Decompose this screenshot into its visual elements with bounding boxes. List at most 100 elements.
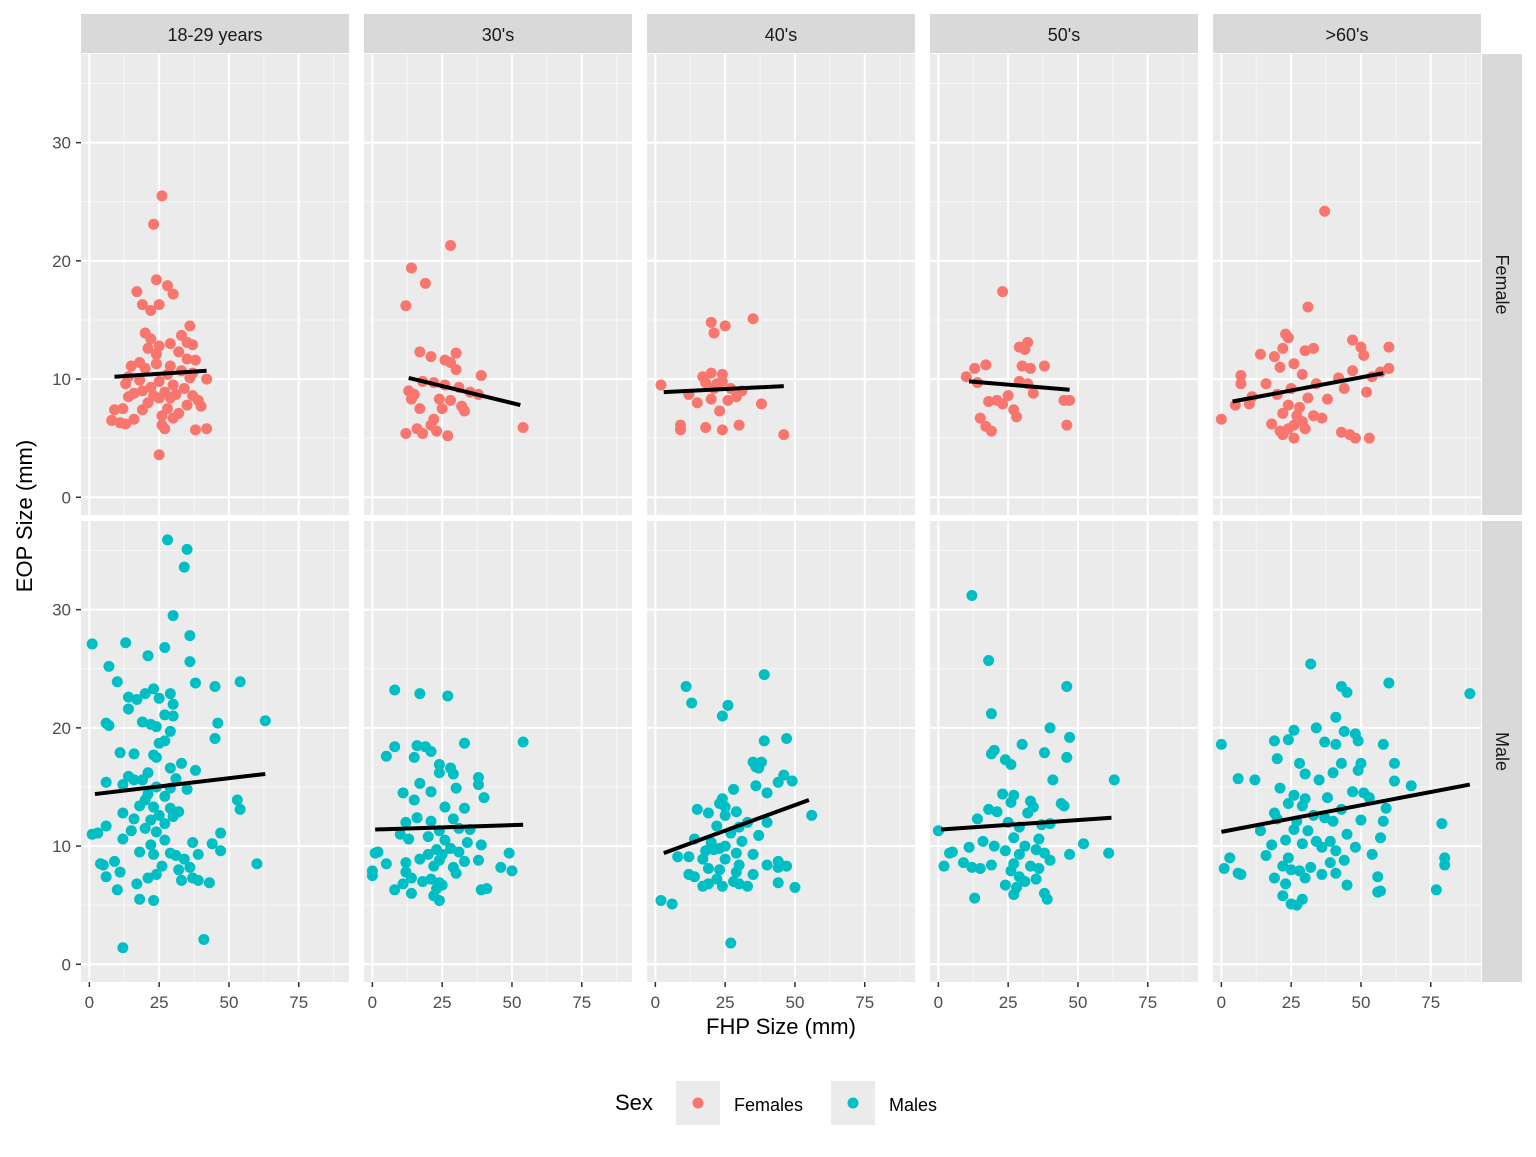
data-point (198, 933, 210, 945)
data-point (495, 861, 507, 873)
data-point (209, 680, 221, 692)
data-point (156, 860, 168, 872)
data-point (234, 676, 246, 688)
data-point (1349, 841, 1361, 853)
data-point (189, 424, 201, 436)
data-point (159, 790, 171, 802)
panel-background (1213, 54, 1481, 515)
data-point (691, 397, 703, 409)
data-point (1288, 789, 1300, 801)
data-point (714, 864, 726, 876)
data-point (1254, 825, 1266, 837)
panel-0-4 (1213, 54, 1481, 515)
data-point (666, 898, 678, 910)
data-point (139, 688, 151, 700)
data-point (806, 809, 818, 821)
strip-background (81, 14, 349, 53)
data-point (167, 811, 179, 823)
data-point (1363, 792, 1375, 804)
data-point (1268, 872, 1280, 884)
data-point (1302, 392, 1314, 404)
strip-background (1482, 54, 1522, 515)
data-point (1321, 393, 1333, 405)
panel-0-2 (647, 54, 915, 515)
data-point (408, 794, 420, 806)
trend-line (114, 368, 207, 379)
panel-background (647, 54, 915, 515)
data-point (1108, 774, 1120, 786)
data-point (1061, 680, 1073, 692)
data-point (730, 866, 742, 878)
data-point (985, 859, 997, 871)
data-point (700, 377, 712, 389)
data-point (983, 396, 995, 408)
panel-1-4 (1213, 521, 1481, 982)
data-point (414, 853, 426, 865)
data-point (730, 391, 742, 403)
y-tick-label: 20 (52, 719, 71, 738)
data-point (714, 405, 726, 417)
data-point (397, 787, 409, 799)
data-point (117, 779, 129, 791)
data-point (159, 709, 171, 721)
data-point (145, 333, 157, 345)
data-point (686, 697, 698, 709)
data-point (259, 715, 271, 727)
data-point (1224, 852, 1236, 864)
data-point (167, 379, 179, 391)
panel-1-3 (930, 521, 1198, 982)
data-point (1305, 861, 1317, 873)
data-point (156, 410, 168, 422)
data-point (447, 768, 459, 780)
data-point (1305, 658, 1317, 670)
column-strip-label: 50's (1048, 25, 1080, 45)
data-point (966, 589, 978, 601)
data-point (1002, 390, 1014, 402)
data-point (1310, 722, 1322, 734)
data-point (772, 776, 784, 788)
data-point (153, 737, 165, 749)
data-point (719, 320, 731, 332)
data-point (700, 422, 712, 434)
y-tick-label: 10 (52, 370, 71, 389)
data-point (109, 404, 120, 416)
data-point (439, 834, 451, 846)
panel-data-0-0 (106, 190, 213, 461)
data-point (148, 801, 160, 813)
data-point (92, 827, 104, 839)
data-point (201, 423, 213, 435)
data-point (691, 803, 703, 815)
data-point (1316, 841, 1328, 853)
data-point (697, 853, 709, 865)
data-point (716, 710, 728, 722)
data-point (1296, 368, 1308, 380)
row-strip: Female (1482, 54, 1522, 515)
data-point (433, 894, 445, 906)
data-point (134, 846, 146, 858)
data-point (708, 327, 720, 339)
data-point (164, 725, 176, 737)
data-point (178, 383, 190, 395)
data-point (136, 404, 148, 416)
data-point (447, 813, 459, 825)
data-point (459, 802, 470, 814)
x-tick-label: 0 (934, 993, 943, 1012)
data-point (1277, 407, 1289, 419)
row-strips: Female Male (1482, 54, 1522, 982)
panel-background (364, 54, 632, 515)
data-point (1277, 429, 1289, 441)
panel-data-0-1 (400, 239, 529, 442)
data-point (100, 776, 112, 788)
data-point (100, 871, 112, 883)
data-point (1041, 893, 1053, 905)
panel-data-1-2 (655, 669, 818, 949)
data-point (422, 848, 434, 860)
data-point (189, 354, 201, 366)
legend-swatch-males (847, 1097, 859, 1109)
data-point (517, 736, 529, 748)
trend-line (941, 815, 1112, 832)
data-point (983, 654, 995, 666)
data-point (366, 870, 378, 882)
data-point (450, 364, 462, 376)
data-point (453, 846, 465, 858)
